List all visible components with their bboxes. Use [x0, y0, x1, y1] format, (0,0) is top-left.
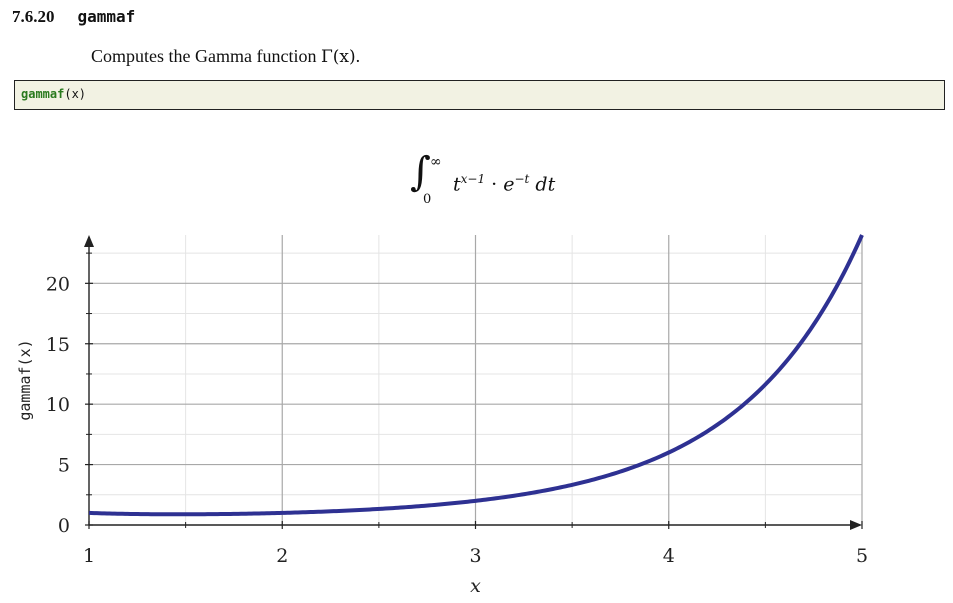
integrand: tx−1 · e−t dt: [453, 172, 556, 196]
y-axis-arrow: [84, 235, 94, 247]
chart-grid: [89, 235, 863, 525]
x-tick-label: 5: [856, 545, 868, 567]
y-tick-label: 10: [46, 394, 70, 416]
section-name: gammaf: [77, 7, 136, 26]
y-tick-label: 5: [58, 455, 70, 477]
code-signature-block: gammaf(x): [14, 80, 945, 110]
y-tick-label: 20: [46, 273, 70, 295]
x-tick-label: 4: [663, 545, 675, 567]
y-tick-label: 15: [46, 334, 70, 356]
y-tick-label: 0: [58, 515, 70, 537]
integral-lower-limit: 0: [423, 192, 432, 207]
description-end: .: [355, 46, 361, 66]
x-tick-label: 1: [83, 545, 95, 567]
gamma-integral-formula: ∫ ∞ 0 tx−1 · e−t dt: [400, 152, 580, 212]
x-tick-label: 3: [469, 545, 481, 567]
code-signature: gammaf(x): [21, 87, 86, 101]
function-description: Computes the Gamma function Γ(x).: [91, 46, 360, 67]
section-heading: 7.6.20 gammaf: [12, 7, 135, 27]
section-number: 7.6.20: [12, 7, 55, 26]
x-axis-label: x: [470, 575, 481, 597]
integral-sign: ∫: [410, 149, 431, 195]
x-axis-arrow: [850, 520, 862, 530]
chart-axes: [84, 235, 862, 530]
chart-ticks: 1 2 3 4 5 0 5 10 15 20: [46, 252, 868, 567]
code-function-name: gammaf: [21, 87, 65, 101]
gamma-curve: [88, 234, 864, 517]
code-arguments: (x): [64, 87, 87, 101]
x-tick-label: 2: [276, 545, 288, 567]
y-axis-label: gammaf(x): [16, 339, 34, 420]
description-text: Computes the Gamma function: [91, 46, 321, 66]
gamma-notation: Γ(x): [320, 47, 356, 67]
integral-upper-limit: ∞: [430, 154, 442, 170]
chart-series: [88, 234, 864, 517]
